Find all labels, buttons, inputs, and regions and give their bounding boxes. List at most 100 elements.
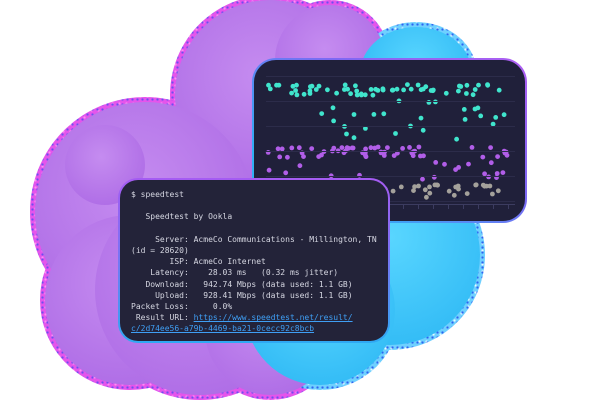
data-dot — [420, 176, 425, 182]
data-dot — [301, 91, 307, 97]
terminal-window: $ speedtest Speedtest by Ookla Server: A… — [118, 178, 390, 343]
data-dot — [351, 135, 357, 141]
data-dot — [490, 191, 495, 197]
data-dot — [316, 83, 322, 89]
terminal-text: Result URL: — [131, 313, 194, 323]
data-dot — [370, 92, 376, 98]
data-dot — [381, 153, 387, 158]
data-dot — [331, 118, 336, 124]
result-url-link[interactable]: https://www.speedtest.net/result/ — [193, 313, 353, 323]
data-dot — [400, 146, 405, 151]
data-dot — [283, 170, 289, 176]
terminal-text: Speedtest by Ookla — [131, 212, 233, 222]
data-dot — [480, 154, 486, 160]
data-dot — [453, 167, 458, 172]
data-dot — [296, 145, 302, 151]
terminal-line: Latency: 28.03 ms (0.32 ms jitter) — [131, 267, 377, 278]
data-dot — [462, 117, 468, 122]
data-dot — [266, 82, 271, 88]
result-url-link[interactable]: c/2d74ee56-a79b-4469-ba21-0cecc92c8bcb — [131, 324, 315, 334]
data-dot — [380, 87, 386, 93]
data-dot — [476, 82, 481, 88]
data-dot — [464, 191, 470, 197]
data-dot — [339, 145, 345, 150]
data-dot — [289, 90, 294, 96]
data-dot — [494, 171, 500, 176]
data-dot — [427, 184, 432, 190]
data-dot — [500, 170, 506, 175]
data-dot — [293, 88, 298, 93]
terminal-text: Download: 942.74 Mbps (data used: 1.1 GB… — [131, 279, 353, 289]
data-dot — [458, 84, 464, 89]
data-dot — [446, 188, 452, 194]
terminal-line: Result URL: https://www.speedtest.net/re… — [131, 312, 377, 323]
data-dot — [416, 183, 421, 189]
data-dot — [343, 148, 349, 154]
data-dot — [344, 131, 349, 137]
axis-tick — [493, 204, 494, 209]
data-dot — [482, 171, 487, 177]
data-dot — [309, 146, 315, 151]
data-dot — [487, 183, 493, 189]
grid-line — [266, 201, 515, 202]
terminal-text: Latency: 28.03 ms (0.32 ms jitter) — [131, 268, 339, 278]
data-dot — [416, 144, 422, 150]
data-dot — [490, 121, 496, 127]
data-dot — [335, 148, 341, 154]
data-dot — [382, 149, 387, 155]
data-dot — [297, 163, 303, 169]
axis-tick — [433, 204, 434, 209]
data-dot — [363, 154, 369, 160]
terminal-text: Packet Loss: 0.0% — [131, 302, 233, 312]
data-dot — [401, 87, 406, 93]
data-dot — [407, 145, 412, 150]
axis-tick — [418, 204, 419, 209]
data-dot — [398, 184, 404, 190]
data-dot — [473, 182, 479, 188]
data-dot — [371, 112, 377, 117]
grid-line — [266, 151, 515, 152]
data-dot — [266, 167, 272, 173]
data-dot — [461, 107, 467, 112]
data-dot — [453, 184, 459, 190]
data-dot — [464, 82, 470, 88]
terminal-text — [131, 201, 136, 210]
data-dot — [396, 98, 402, 104]
data-dot — [424, 194, 429, 200]
terminal-line: c/2d74ee56-a79b-4469-ba21-0cecc92c8bcb — [131, 323, 377, 334]
terminal-line — [131, 223, 377, 234]
data-dot — [472, 106, 478, 112]
terminal-line: Speedtest by Ookla — [131, 211, 377, 222]
terminal-text: Upload: 928.41 Mbps (data used: 1.1 GB) — [131, 290, 353, 300]
data-dot — [331, 145, 337, 151]
data-dot — [412, 184, 417, 190]
data-dot — [464, 91, 469, 96]
data-dot — [390, 188, 396, 194]
data-dot — [496, 87, 502, 93]
data-dot — [472, 87, 478, 92]
data-dot — [330, 105, 336, 111]
data-dot — [478, 113, 484, 119]
data-dot — [342, 82, 348, 88]
data-dot — [319, 152, 324, 158]
grid-line — [266, 76, 515, 77]
data-dot — [451, 192, 457, 198]
terminal-line: $ speedtest — [131, 189, 377, 200]
data-dot — [307, 88, 313, 94]
terminal-output: $ speedtest Speedtest by Ookla Server: A… — [120, 180, 388, 341]
data-dot — [433, 160, 439, 165]
data-dot — [435, 182, 440, 188]
data-dot — [277, 154, 283, 160]
data-dot — [350, 145, 356, 151]
data-dot — [313, 87, 319, 92]
axis-tick — [403, 204, 404, 209]
data-dot — [301, 154, 306, 159]
axis-tick — [448, 204, 449, 209]
data-dot — [325, 87, 330, 93]
terminal-line: Packet Loss: 0.0% — [131, 301, 377, 312]
data-dot — [345, 86, 350, 92]
data-dot — [334, 90, 339, 96]
data-dot — [488, 145, 493, 150]
terminal-text: ISP: AcmeCo Internet — [131, 257, 266, 267]
